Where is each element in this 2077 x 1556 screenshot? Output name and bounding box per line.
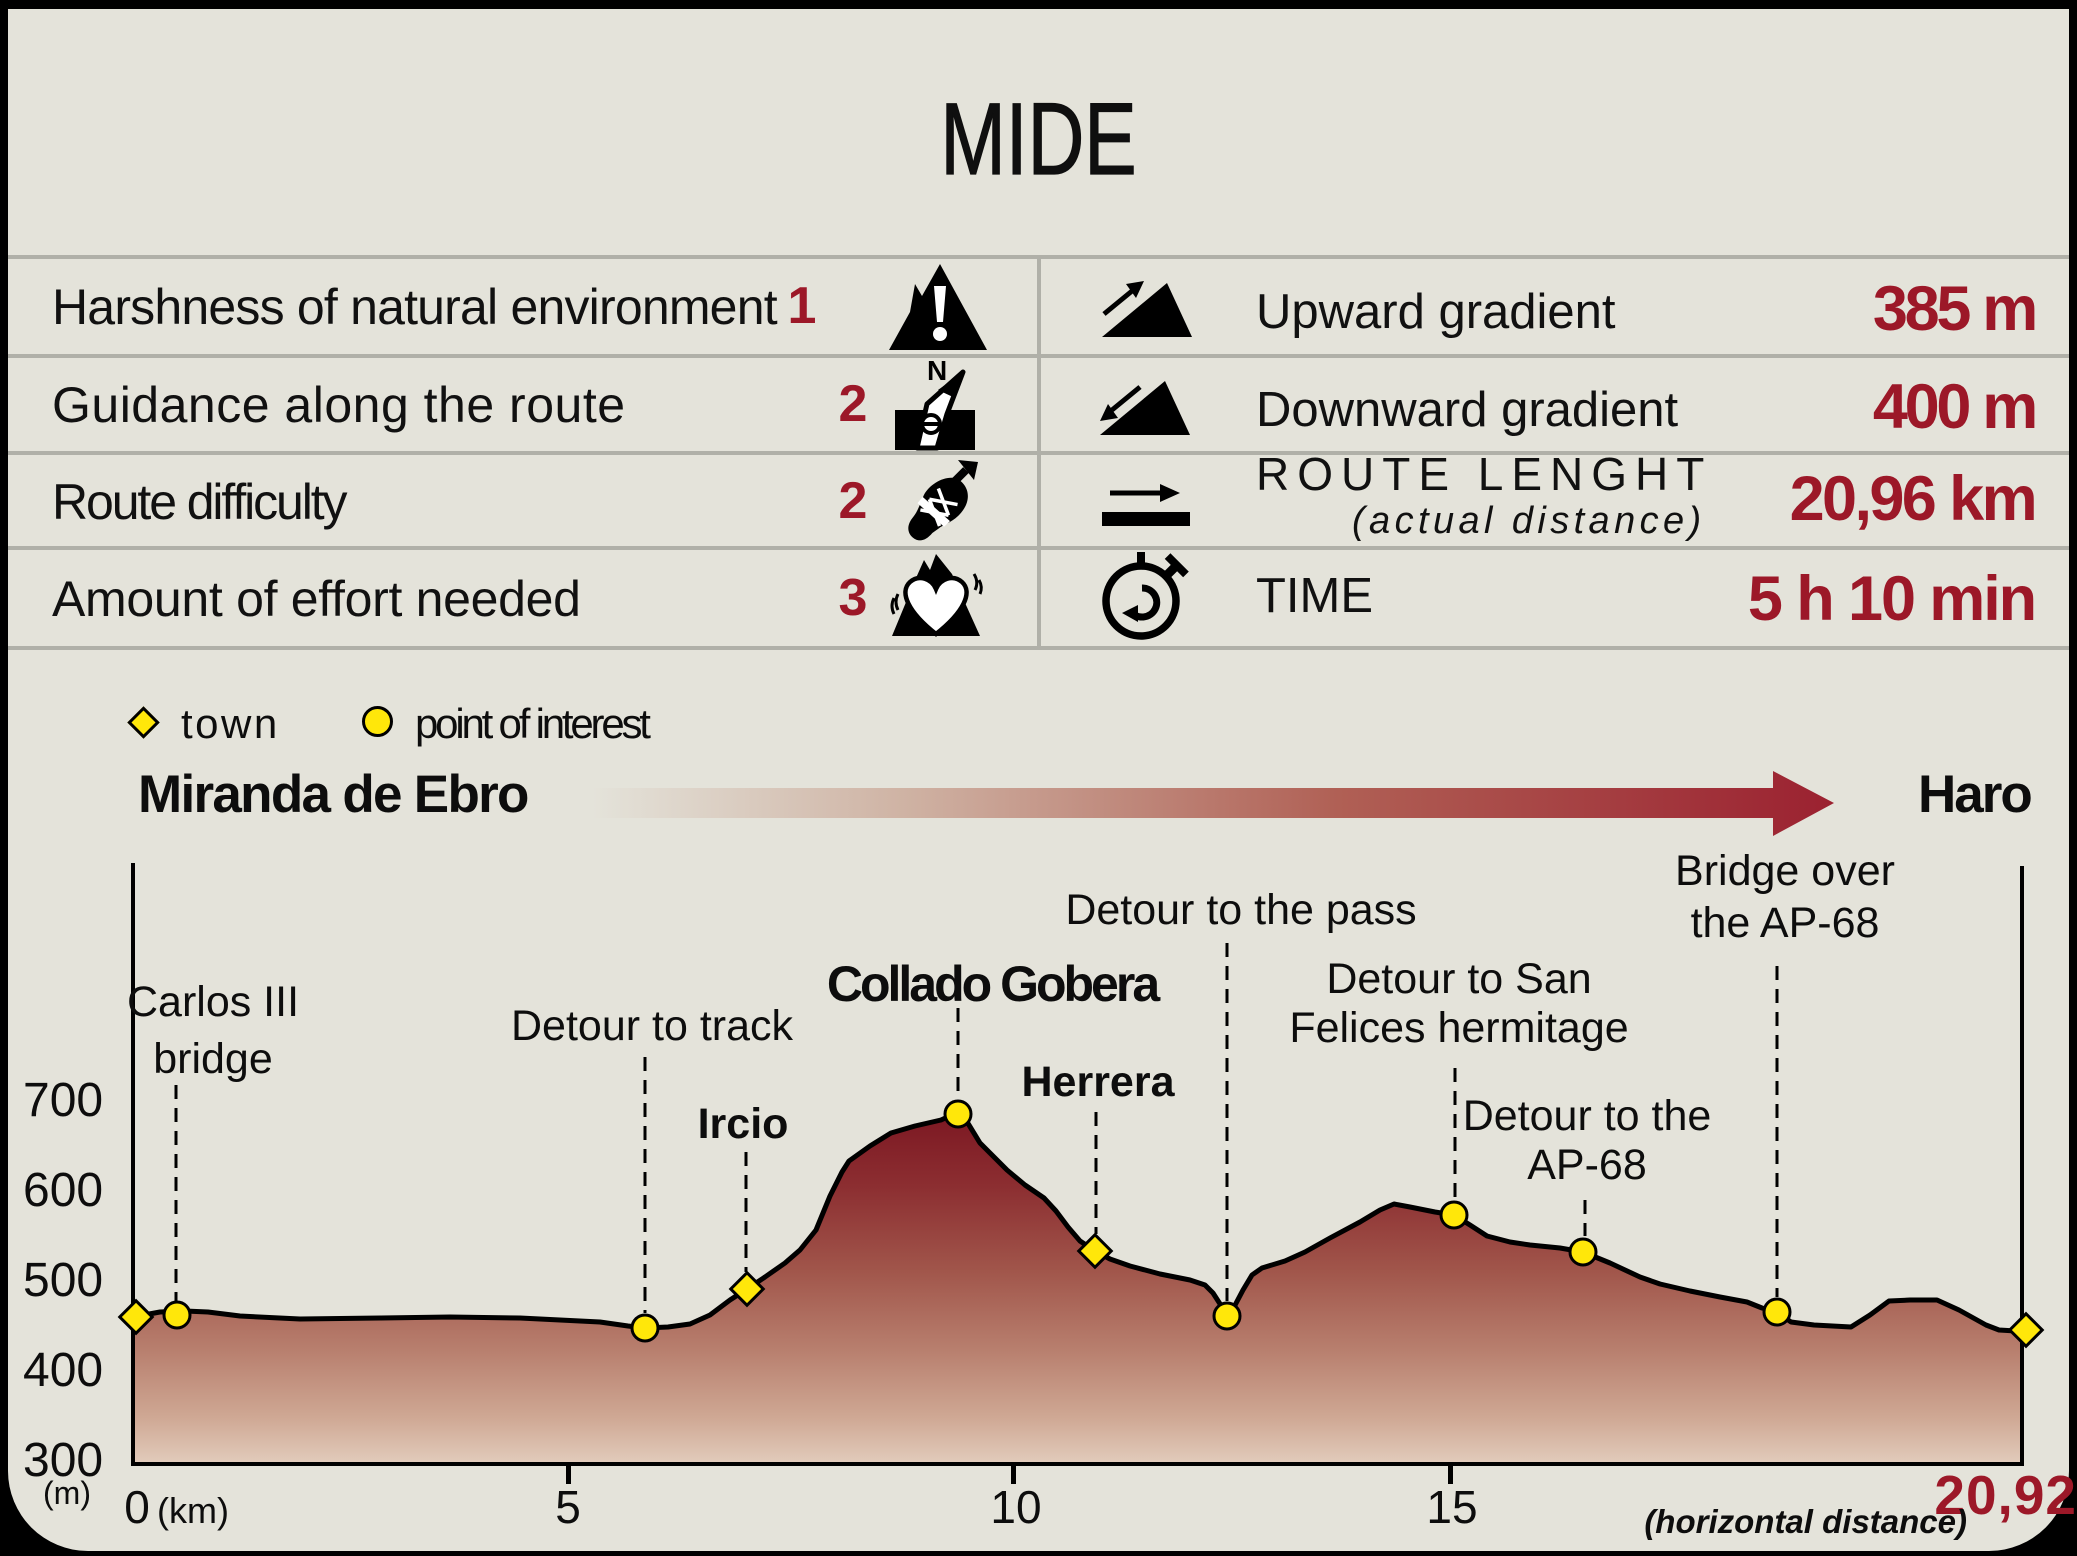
svg-text:N: N	[927, 358, 947, 386]
